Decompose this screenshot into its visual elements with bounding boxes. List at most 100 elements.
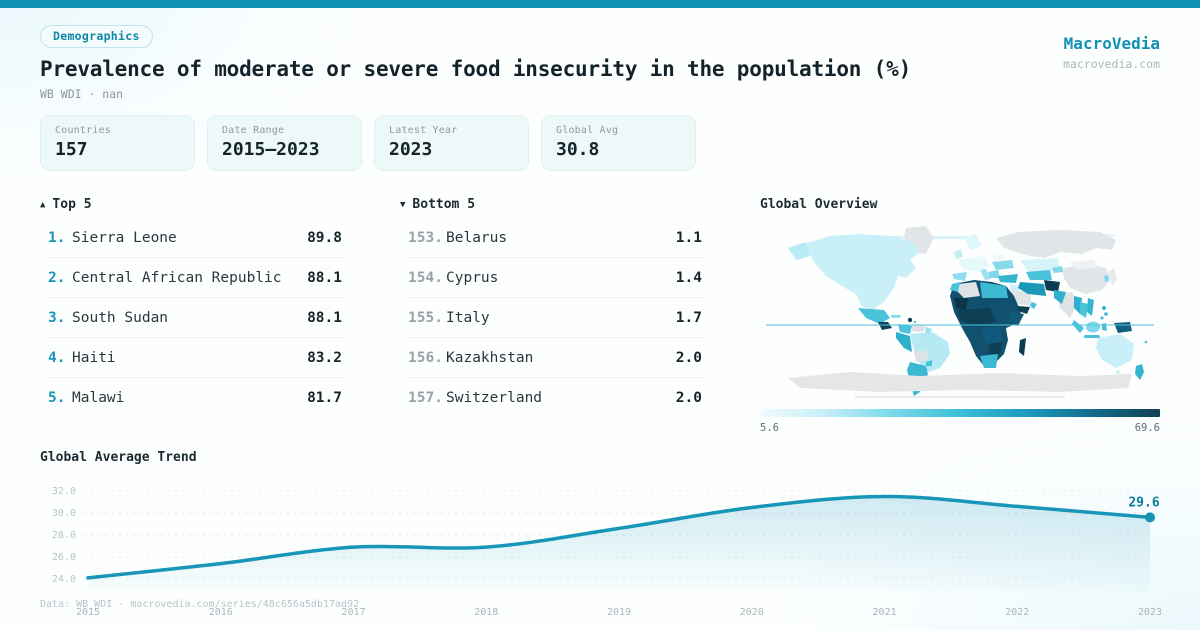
legend-min-label: 5.6 (760, 422, 779, 434)
category-badge: Demographics (40, 25, 153, 48)
country-value: 83.2 (307, 349, 342, 366)
map-middle-east-central-asia (1010, 258, 1066, 314)
list-item: 153. Belarus 1.1 (408, 218, 702, 258)
country-value: 1.4 (675, 269, 702, 286)
triangle-down-icon: ▼ (400, 200, 406, 210)
footer-source: Data: WB WDI · macrovedia.com/series/48c… (40, 599, 360, 610)
list-item: 156. Kazakhstan 2.0 (408, 338, 702, 378)
svg-text:2016: 2016 (209, 607, 233, 618)
svg-text:2015: 2015 (76, 607, 100, 618)
map-oceania (1096, 334, 1148, 380)
map-europe (952, 234, 1018, 283)
stat-card-global-avg: Global Avg 30.8 (541, 115, 696, 171)
svg-text:2018: 2018 (474, 607, 498, 618)
country-name: Switzerland (446, 389, 543, 406)
rank-label: 154. (408, 269, 443, 286)
svg-text:2017: 2017 (341, 607, 365, 618)
map-section: Global Overview (760, 197, 1160, 434)
rank-label: 5. (48, 389, 66, 406)
country-name: Cyprus (446, 269, 499, 286)
header: Demographics Prevalence of moderate or s… (40, 25, 1160, 101)
svg-text:2020: 2020 (740, 607, 764, 618)
country-name: Malawi (72, 389, 125, 406)
map-legend-gradient (760, 409, 1160, 417)
svg-text:28.0: 28.0 (52, 530, 76, 541)
svg-text:29.6: 29.6 (1128, 495, 1159, 510)
brand-name: MacroVedia (1063, 34, 1160, 53)
svg-text:2021: 2021 (872, 607, 896, 618)
country-value: 1.1 (675, 229, 702, 246)
stat-card-countries: Countries 157 (40, 115, 195, 171)
world-map-choropleth (766, 226, 1154, 398)
top5-header: ▲ Top 5 (40, 197, 342, 212)
stat-label: Date Range (222, 125, 285, 136)
stat-card-date-range: Date Range 2015—2023 (207, 115, 362, 171)
list-item: 1. Sierra Leone 89.8 (48, 218, 342, 258)
rank-label: 2. (48, 269, 66, 286)
stat-label: Latest Year (389, 125, 458, 136)
country-value: 81.7 (307, 389, 342, 406)
stat-value: 2023 (389, 139, 433, 160)
svg-text:2022: 2022 (1005, 607, 1029, 618)
svg-text:24.0: 24.0 (52, 574, 76, 585)
stat-label: Countries (55, 125, 111, 136)
list-item: 157. Switzerland 2.0 (408, 378, 702, 417)
rank-label: 4. (48, 349, 66, 366)
page-title: Prevalence of moderate or severe food in… (40, 57, 912, 81)
top5-section: ▲ Top 5 1. Sierra Leone 89.8 2. Central A… (40, 197, 342, 434)
map-africa (950, 280, 1026, 368)
country-name: South Sudan (72, 309, 169, 326)
trend-chart: 32.0 30.0 28.0 26.0 24.0 2015 2016 2017 2018 2019… (52, 486, 1162, 618)
page-subtitle: WB WDI · nan (40, 87, 124, 101)
country-name: Central African Republic (72, 269, 282, 286)
country-name: Sierra Leone (72, 229, 177, 246)
map-no-data-regions (904, 226, 1117, 318)
bottom5-title: Bottom 5 (412, 197, 476, 212)
rank-label: 1. (48, 229, 66, 246)
country-name: Haiti (72, 349, 116, 366)
rank-label: 3. (48, 309, 66, 326)
bottom5-header: ▼ Bottom 5 (400, 197, 702, 212)
map-title: Global Overview (760, 197, 878, 212)
country-value: 88.1 (307, 269, 342, 286)
country-value: 88.1 (307, 309, 342, 326)
legend-max-label: 69.6 (1134, 422, 1160, 434)
country-name: Belarus (446, 229, 508, 246)
bottom5-section: ▼ Bottom 5 153. Belarus 1.1 154. Cyprus 1… (400, 197, 702, 434)
brand-block: MacroVedia macrovedia.com (1063, 34, 1160, 101)
trend-section: Global Average Trend 32.0 30.0 28.0 26.0 24.… (40, 450, 1162, 619)
rank-label: 153. (408, 229, 443, 246)
stat-value: 157 (55, 139, 88, 160)
rank-label: 157. (408, 389, 443, 406)
stat-value: 2015—2023 (222, 139, 320, 160)
svg-text:26.0: 26.0 (52, 552, 76, 563)
country-name: Kazakhstan (446, 349, 534, 366)
top5-title: Top 5 (52, 197, 92, 212)
svg-text:2019: 2019 (607, 607, 631, 618)
brand-domain: macrovedia.com (1063, 57, 1160, 71)
list-item: 5. Malawi 81.7 (48, 378, 342, 417)
country-value: 2.0 (675, 389, 702, 406)
rank-label: 155. (408, 309, 443, 326)
list-item: 155. Italy 1.7 (408, 298, 702, 338)
country-value: 1.7 (675, 309, 702, 326)
country-value: 89.8 (307, 229, 342, 246)
stats-row: Countries 157 Date Range 2015—2023 Lates… (40, 115, 1160, 171)
stat-label: Global Avg (556, 125, 619, 136)
trend-title: Global Average Trend (40, 450, 197, 465)
map-north-america (788, 234, 920, 330)
list-item: 3. South Sudan 88.1 (48, 298, 342, 338)
svg-text:30.0: 30.0 (52, 508, 76, 519)
rank-label: 156. (408, 349, 443, 366)
stat-value: 30.8 (556, 139, 600, 160)
stat-card-latest-year: Latest Year 2023 (374, 115, 529, 171)
list-item: 2. Central African Republic 88.1 (48, 258, 342, 298)
triangle-up-icon: ▲ (40, 200, 46, 210)
top-accent-bar (0, 0, 1200, 8)
country-name: Italy (446, 309, 490, 326)
svg-text:32.0: 32.0 (52, 486, 76, 497)
list-item: 4. Haiti 83.2 (48, 338, 342, 378)
map-antarctica (788, 372, 1132, 398)
list-item: 154. Cyprus 1.4 (408, 258, 702, 298)
